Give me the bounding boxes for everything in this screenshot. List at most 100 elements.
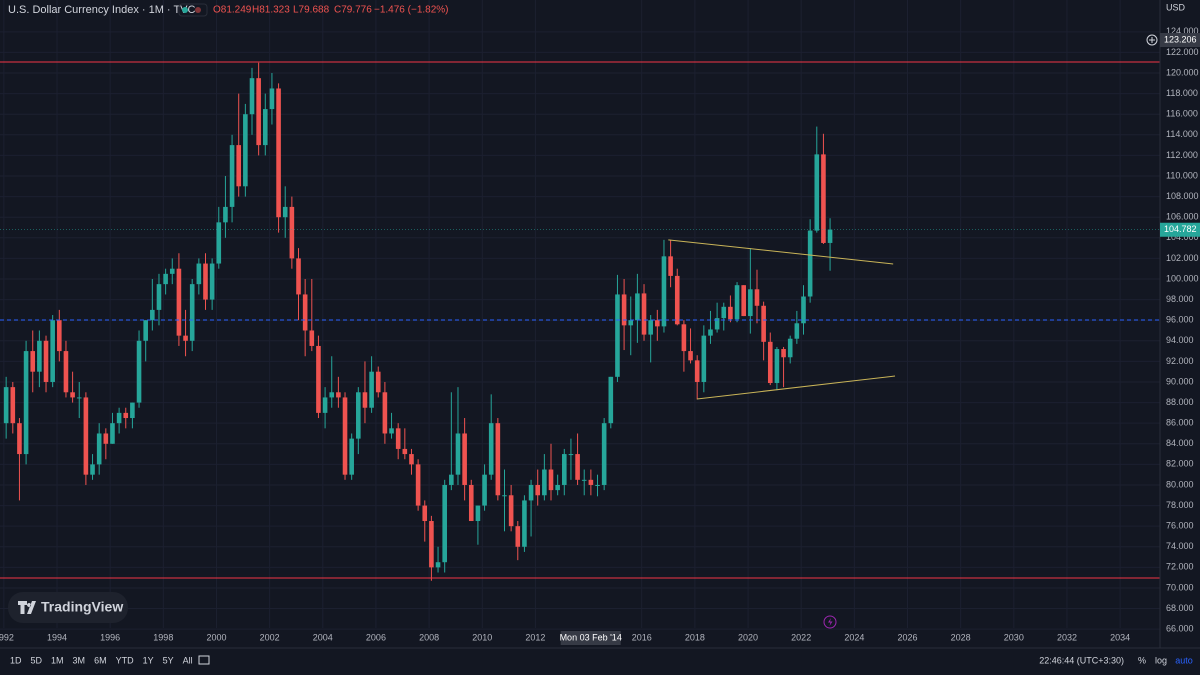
y-tick-label: 92.000 xyxy=(1166,356,1194,366)
candle-body xyxy=(130,402,135,419)
last-price-badge xyxy=(1160,222,1200,237)
y-tick-label: 100.000 xyxy=(1166,273,1199,283)
x-tick-label: 1994 xyxy=(47,632,67,642)
x-tick-label: 2004 xyxy=(313,632,333,642)
y-tick-label: 70.000 xyxy=(1166,582,1194,592)
candle-body xyxy=(781,349,786,358)
scale-option[interactable]: log xyxy=(1155,655,1167,665)
candle-body xyxy=(668,256,673,276)
candle-body xyxy=(176,268,182,336)
range-button[interactable]: YTD xyxy=(116,655,135,665)
candle-body xyxy=(110,423,115,444)
currency[interactable]: USD xyxy=(1166,2,1186,12)
trend-line xyxy=(696,375,896,400)
range-button[interactable]: 6M xyxy=(94,655,107,665)
crosshair-price-badge xyxy=(1160,33,1200,48)
candle-body xyxy=(163,273,168,285)
candle-body xyxy=(449,474,454,485)
y-tick-label: 78.000 xyxy=(1166,500,1194,510)
y-tick-label: 102.000 xyxy=(1166,253,1199,263)
candle-body xyxy=(495,423,501,496)
y-tick-label: 104.000 xyxy=(1166,232,1199,242)
candle-body xyxy=(708,329,713,336)
x-tick-label: 1996 xyxy=(100,632,120,642)
candle-body xyxy=(721,306,727,319)
candle-body xyxy=(508,495,514,527)
ohlc-open: O81.249 xyxy=(213,5,252,16)
candle-body xyxy=(535,484,541,496)
x-tick-label: 2016 xyxy=(632,632,652,642)
candle-body xyxy=(282,206,288,218)
x-tick-label: 2000 xyxy=(206,632,226,642)
ohlc-change: −1.476 (−1.82%) xyxy=(374,5,449,16)
candle-body xyxy=(17,423,22,455)
candle-body xyxy=(455,433,461,475)
range-button[interactable]: 1M xyxy=(51,655,64,665)
candle-body xyxy=(269,88,275,110)
add-alert-icon[interactable] xyxy=(1146,34,1158,46)
candle-body xyxy=(143,320,148,341)
candle-body xyxy=(701,335,707,382)
candle-body xyxy=(462,433,467,485)
logo[interactable]: TradingView xyxy=(8,592,128,623)
x-tick-label: 1998 xyxy=(153,632,173,642)
x-tick-label: 2034 xyxy=(1110,632,1130,642)
range-icon[interactable] xyxy=(198,655,210,665)
x-tick-label: 2022 xyxy=(791,632,811,642)
candle-body xyxy=(688,351,693,361)
scale-option[interactable]: % xyxy=(1138,655,1146,665)
range-button[interactable]: 3M xyxy=(73,655,86,665)
candle-body xyxy=(183,335,188,341)
y-tick-label: 76.000 xyxy=(1166,521,1194,531)
candle-body xyxy=(156,284,162,310)
candle-body xyxy=(362,392,368,408)
candle-body xyxy=(262,109,268,146)
candle-body xyxy=(588,479,594,485)
candle-body xyxy=(349,438,354,475)
trend-line xyxy=(668,239,894,265)
symbol-title[interactable]: U.S. Dollar Currency Index · 1M · TVC xyxy=(8,4,196,16)
add-alert-plus xyxy=(1149,37,1155,44)
candle-body xyxy=(542,469,547,496)
candle-body xyxy=(761,305,766,342)
candle-body xyxy=(356,392,361,439)
candle-body xyxy=(561,454,567,485)
scale-option[interactable]: auto xyxy=(1175,655,1193,665)
ohlc-close: C79.776 xyxy=(334,5,372,16)
range-button[interactable]: 5D xyxy=(31,655,43,665)
candle-body xyxy=(595,484,600,486)
candle-body xyxy=(648,320,653,335)
candle-body xyxy=(827,229,833,243)
x-tick-label: 2026 xyxy=(897,632,917,642)
candle-body xyxy=(482,474,487,506)
candle-body xyxy=(548,469,554,491)
event-icon[interactable] xyxy=(823,615,837,629)
candle-body xyxy=(189,284,195,341)
range-button[interactable]: 5Y xyxy=(163,655,174,665)
candle-body xyxy=(223,206,228,223)
plot-area xyxy=(0,0,1160,630)
candle-body xyxy=(661,256,667,327)
clock[interactable]: 22:46:44 (UTC+3:30) xyxy=(1039,655,1124,665)
candle-body xyxy=(774,349,780,384)
y-tick-label: 122.000 xyxy=(1166,47,1199,57)
x-tick-label: 2028 xyxy=(951,632,971,642)
candle-body xyxy=(621,294,627,326)
candle-body xyxy=(90,464,95,475)
candle-body xyxy=(734,285,740,320)
y-tick-label: 108.000 xyxy=(1166,191,1199,201)
x-tick-label: 2002 xyxy=(260,632,280,642)
range-button[interactable]: 1D xyxy=(10,655,22,665)
toolbar: 1D 5D 1M 3M 6M YTD 1Y 5Y All 22:46:44 (UTC+3:30)%… xyxy=(10,655,1193,665)
candle-body xyxy=(150,309,155,321)
y-tick-label: 88.000 xyxy=(1166,397,1194,407)
x-tick-label: 2006 xyxy=(366,632,386,642)
x-tick-label: 2024 xyxy=(844,632,864,642)
candle-body xyxy=(103,433,109,444)
range-button[interactable]: 1Y xyxy=(143,655,154,665)
x-tick-label: 2012 xyxy=(525,632,545,642)
status-icon xyxy=(182,7,188,13)
y-tick-label: 116.000 xyxy=(1166,109,1198,119)
range-button[interactable]: All xyxy=(183,655,193,665)
